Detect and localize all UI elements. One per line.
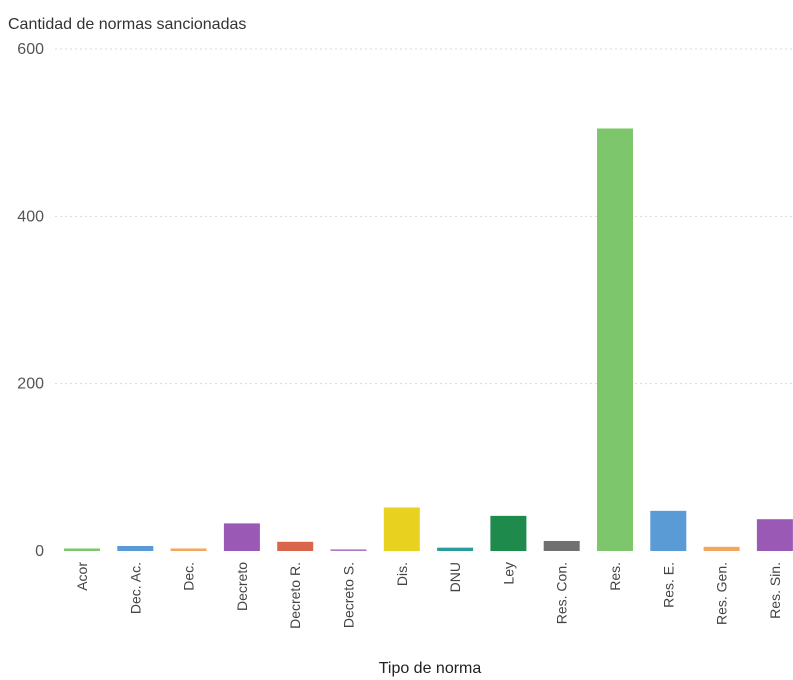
y-tick-label: 200 bbox=[17, 376, 44, 393]
y-axis-ticks: 0 200 400 600 bbox=[17, 41, 44, 560]
x-tick-label: Res. Sin. bbox=[767, 562, 783, 619]
x-tick-label: Ley bbox=[500, 562, 516, 585]
bar bbox=[383, 507, 420, 551]
bar bbox=[543, 540, 580, 551]
x-tick-label: Res. Gen. bbox=[714, 562, 730, 625]
x-tick-label: Res. E. bbox=[660, 562, 676, 608]
y-tick-label: 400 bbox=[17, 208, 44, 225]
bar bbox=[330, 549, 367, 551]
bar bbox=[650, 510, 687, 551]
bar bbox=[277, 541, 314, 551]
x-tick-label: Dis. bbox=[394, 562, 410, 586]
x-axis-label: Tipo de norma bbox=[379, 660, 482, 677]
gridlines bbox=[55, 48, 793, 385]
bar bbox=[64, 548, 100, 551]
x-tick-label: Decreto bbox=[234, 562, 250, 611]
y-axis-label: Cantidad de normas sancionadas bbox=[8, 16, 246, 33]
x-tick-label: DNU bbox=[447, 562, 463, 592]
bars bbox=[64, 128, 793, 551]
x-tick-label: Res. Con. bbox=[554, 562, 570, 624]
x-tick-label: Acor bbox=[74, 562, 90, 591]
bar bbox=[703, 546, 740, 551]
bar bbox=[117, 545, 154, 551]
bar bbox=[170, 548, 207, 551]
bar bbox=[437, 547, 474, 551]
bar bbox=[223, 523, 260, 551]
y-tick-label: 0 bbox=[35, 543, 44, 560]
bar bbox=[597, 128, 633, 551]
x-tick-label: Decreto R. bbox=[287, 562, 303, 629]
x-tick-label: Dec. Ac. bbox=[127, 562, 143, 614]
bar bbox=[756, 519, 793, 551]
x-tick-label: Dec. bbox=[181, 562, 197, 591]
x-tick-label: Res. bbox=[607, 562, 623, 591]
y-tick-label: 600 bbox=[17, 41, 44, 58]
x-axis-ticks: Acor Dec. Ac. Dec. Decreto Decreto R. Decreto… bbox=[74, 562, 783, 629]
x-tick-label: Decreto S. bbox=[341, 562, 357, 628]
bar bbox=[490, 515, 527, 551]
